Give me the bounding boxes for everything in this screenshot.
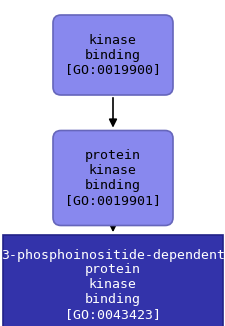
Text: kinase
binding
[GO:0019900]: kinase binding [GO:0019900] xyxy=(65,34,160,77)
Text: protein
kinase
binding
[GO:0019901]: protein kinase binding [GO:0019901] xyxy=(65,149,160,207)
Text: 3-phosphoinositide-dependent
protein
kinase
binding
[GO:0043423]: 3-phosphoinositide-dependent protein kin… xyxy=(1,248,224,321)
FancyBboxPatch shape xyxy=(53,15,172,95)
FancyBboxPatch shape xyxy=(3,235,222,326)
FancyBboxPatch shape xyxy=(53,130,172,226)
